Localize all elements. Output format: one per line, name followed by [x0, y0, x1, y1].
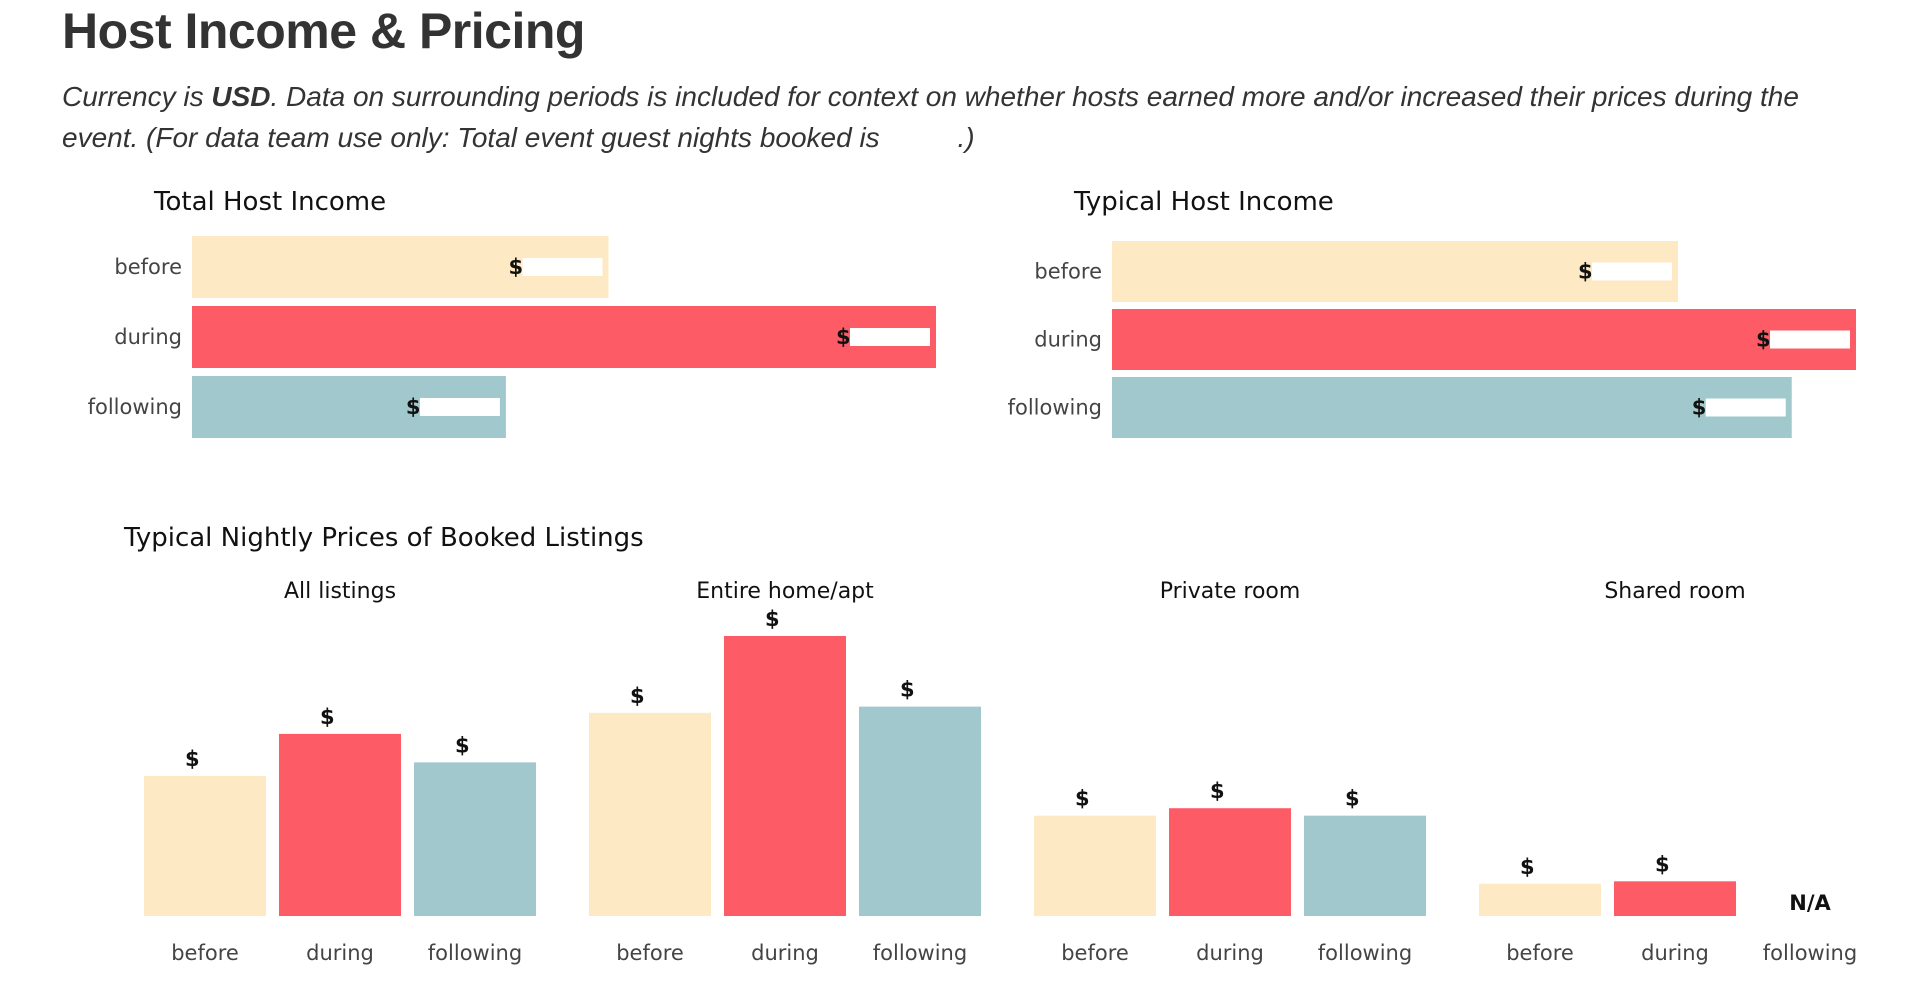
nightly-prices-title: Typical Nightly Prices of Booked Listing…: [123, 523, 644, 553]
all-listings-redaction-during: [334, 705, 378, 728]
private-room-redaction-following: [1359, 787, 1403, 810]
subtitle-end: .): [957, 122, 975, 153]
entire-home-apt-label-following: following: [873, 941, 967, 965]
all-listings-label-before: before: [171, 941, 239, 965]
typical-host-income-redaction-before: [1592, 262, 1673, 281]
subtitle: Currency is USD. Data on surrounding per…: [62, 76, 1862, 158]
total-host-income-label-following: following: [88, 395, 182, 419]
total-host-income-redaction-following: [419, 398, 500, 416]
shared-room-label-following: following: [1763, 941, 1857, 965]
typical-host-income-bar-following: [1112, 377, 1792, 438]
typical-host-income-redaction-during: [1770, 330, 1850, 349]
entire-home-apt-redaction-during: [779, 608, 823, 630]
entire-home-apt-redaction-following: [914, 678, 958, 701]
typical-host-income-bar-during: [1112, 309, 1856, 370]
entire-home-apt-bar-before: [589, 712, 711, 916]
all-listings-value-before: $: [185, 747, 200, 771]
total-host-income-bar-during: [192, 306, 936, 368]
all-listings-value-during: $: [320, 705, 335, 729]
private-room-label-following: following: [1318, 941, 1412, 965]
shared-room-label-before: before: [1506, 941, 1574, 965]
private-room-label-during: during: [1196, 941, 1264, 965]
all-listings-label-following: following: [428, 941, 522, 965]
all-listings-bar-before: [144, 776, 266, 916]
shared-room-value-before: $: [1520, 855, 1535, 879]
total-host-income-value-during: $: [836, 325, 851, 349]
all-listings-label-during: during: [306, 941, 374, 965]
subtitle-main: . Data on surrounding periods is include…: [62, 81, 1799, 153]
entire-home-apt-redaction-before: [644, 684, 688, 707]
panel-title-all-listings: All listings: [284, 579, 396, 604]
typical-host-income-bar-before: [1112, 241, 1679, 302]
shared-room-redaction-before: [1534, 855, 1578, 878]
panel-title-shared-room: Shared room: [1604, 579, 1745, 604]
shared-room-label-during: during: [1641, 941, 1709, 965]
typical-host-income-value-before: $: [1578, 260, 1593, 284]
total-host-income-redaction-during: [850, 328, 930, 346]
private-room-value-before: $: [1075, 787, 1090, 811]
all-listings-bar-during: [279, 733, 401, 916]
entire-home-apt-label-before: before: [616, 941, 684, 965]
panel-title-private-room: Private room: [1160, 579, 1301, 604]
entire-home-apt-bar-during: [724, 636, 846, 916]
typical-host-income-redaction-following: [1705, 398, 1786, 417]
entire-home-apt-value-before: $: [630, 684, 645, 708]
private-room-label-before: before: [1061, 941, 1129, 965]
all-listings-value-following: $: [455, 733, 470, 757]
typical-host-income-label-during: during: [1034, 328, 1102, 352]
shared-room-value-following: N/A: [1789, 891, 1831, 915]
typical-host-income-value-following: $: [1692, 396, 1707, 420]
private-room-redaction-before: [1089, 787, 1133, 810]
page-title: Host Income & Pricing: [62, 3, 585, 59]
typical-host-income-label-before: before: [1034, 260, 1102, 284]
all-listings-redaction-before: [199, 748, 243, 770]
private-room-redaction-during: [1224, 780, 1268, 803]
total-host-income-value-before: $: [508, 255, 523, 279]
private-room-bar-before: [1034, 815, 1156, 916]
total-host-income-value-following: $: [406, 395, 421, 419]
all-listings-bar-following: [414, 762, 536, 916]
shared-room-redaction-during: [1669, 853, 1713, 876]
entire-home-apt-value-following: $: [900, 678, 915, 702]
total-host-income-label-before: before: [114, 255, 182, 279]
entire-home-apt-label-during: during: [751, 941, 819, 965]
shared-room-bar-during: [1614, 881, 1736, 916]
shared-room-value-during: $: [1655, 852, 1670, 876]
private-room-bar-during: [1169, 808, 1291, 916]
total-host-income-label-during: during: [114, 325, 182, 349]
entire-home-apt-bar-following: [859, 706, 981, 916]
subtitle-prefix: Currency is: [62, 81, 212, 112]
entire-home-apt-value-during: $: [765, 607, 780, 631]
typical-host-income-label-following: following: [1008, 396, 1102, 420]
typical-host-income-title: Typical Host Income: [1073, 187, 1334, 217]
shared-room-bar-before: [1479, 883, 1601, 916]
all-listings-redaction-following: [469, 734, 513, 757]
private-room-bar-following: [1304, 815, 1426, 916]
total-host-income-title: Total Host Income: [153, 187, 386, 217]
private-room-value-following: $: [1345, 787, 1360, 811]
total-host-income-redaction-before: [522, 258, 603, 276]
private-room-value-during: $: [1210, 779, 1225, 803]
typical-host-income-value-during: $: [1756, 328, 1771, 352]
subtitle-currency: USD: [211, 81, 271, 112]
panel-title-entire-home-apt: Entire home/apt: [696, 579, 874, 604]
